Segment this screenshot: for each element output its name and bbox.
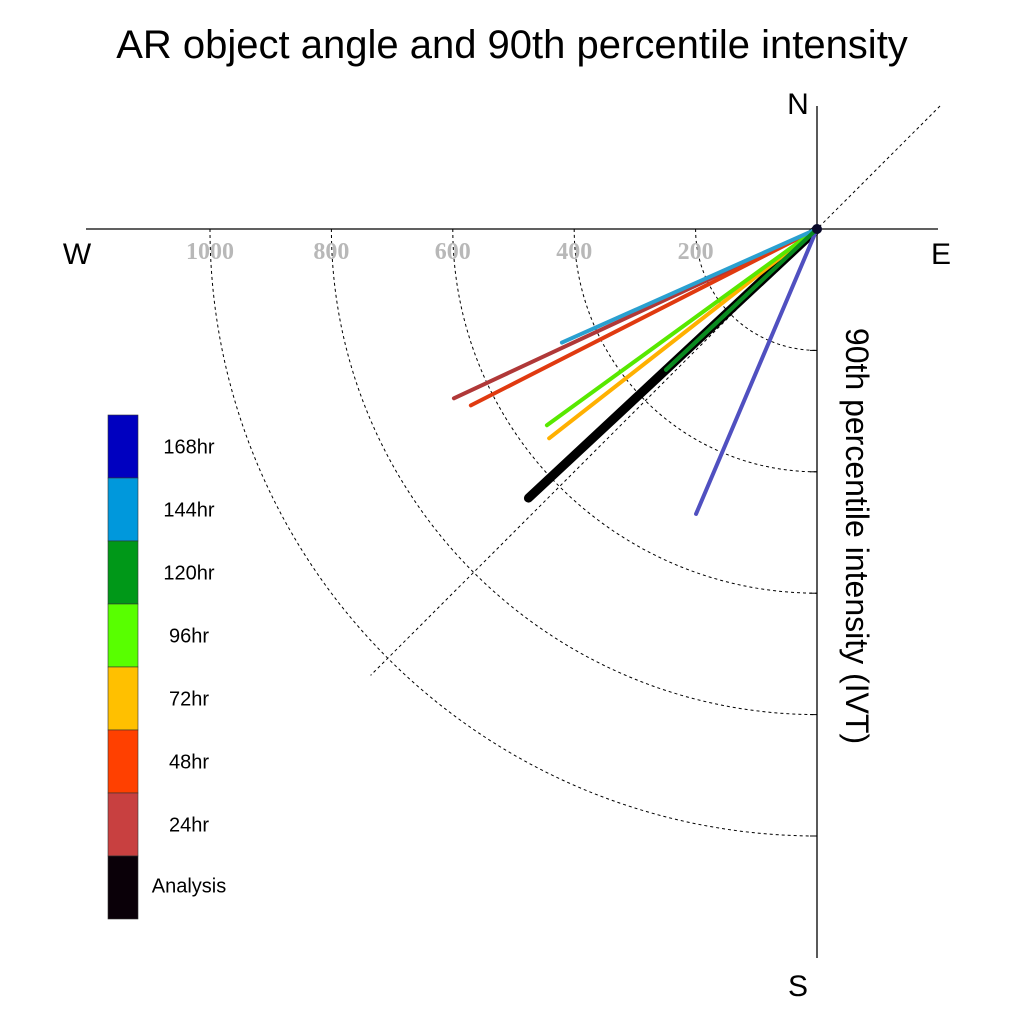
legend-swatch-120hr (107, 540, 139, 605)
ring-label-400: 400 (556, 239, 592, 265)
legend-label-72hr: 72hr (169, 689, 209, 711)
legend-swatch-168hr (107, 414, 139, 479)
diagonal-reference-line (370, 105, 941, 676)
ring-400 (573, 228, 818, 473)
legend-label-24hr: 24hr (169, 815, 209, 837)
intensity-axis-title: 90th percentile intensity (IVT) (839, 328, 875, 744)
legend-label-144hr: 144hr (163, 500, 214, 522)
compass-south-label: S (788, 970, 808, 1003)
legend: 168hr 144hr 120hr 96hr 72hr 48hr 24hr Analysis (107, 414, 226, 920)
series-line-120hr-overlay (664, 227, 819, 372)
axes-layer (86, 106, 938, 958)
series-line-144hr (559, 227, 819, 345)
series-line-96hr (544, 227, 819, 428)
series-layer (451, 224, 822, 516)
compass-north-label: N (787, 88, 809, 121)
ring-label-800: 800 (313, 239, 349, 265)
compass-west-label: W (63, 238, 92, 271)
compass-east-label: E (931, 238, 951, 271)
ring-label-1000: 1000 (186, 239, 234, 265)
ring-label-600: 600 (435, 239, 471, 265)
series-line-48hr (468, 227, 819, 408)
origin-marker (812, 224, 822, 234)
legend-swatch-24hr (107, 792, 139, 857)
legend-swatch-analysis (107, 855, 139, 920)
ring-200 (695, 228, 818, 351)
legend-label-48hr: 48hr (169, 752, 209, 774)
ring-label-200: 200 (678, 239, 714, 265)
legend-swatch-48hr (107, 729, 139, 794)
legend-swatch-144hr (107, 477, 139, 542)
legend-label-analysis: Analysis (152, 876, 226, 898)
legend-swatch-72hr (107, 666, 139, 731)
legend-label-168hr: 168hr (163, 437, 214, 459)
grid-layer: 200 400 600 800 1000 (186, 105, 941, 837)
series-line-168hr (694, 227, 819, 516)
legend-label-120hr: 120hr (163, 563, 214, 585)
chart-title: AR object angle and 90th percentile inte… (116, 23, 908, 67)
legend-label-96hr: 96hr (169, 626, 209, 648)
ring-600 (452, 228, 818, 594)
legend-swatch-96hr (107, 603, 139, 668)
ring-800 (330, 228, 818, 716)
